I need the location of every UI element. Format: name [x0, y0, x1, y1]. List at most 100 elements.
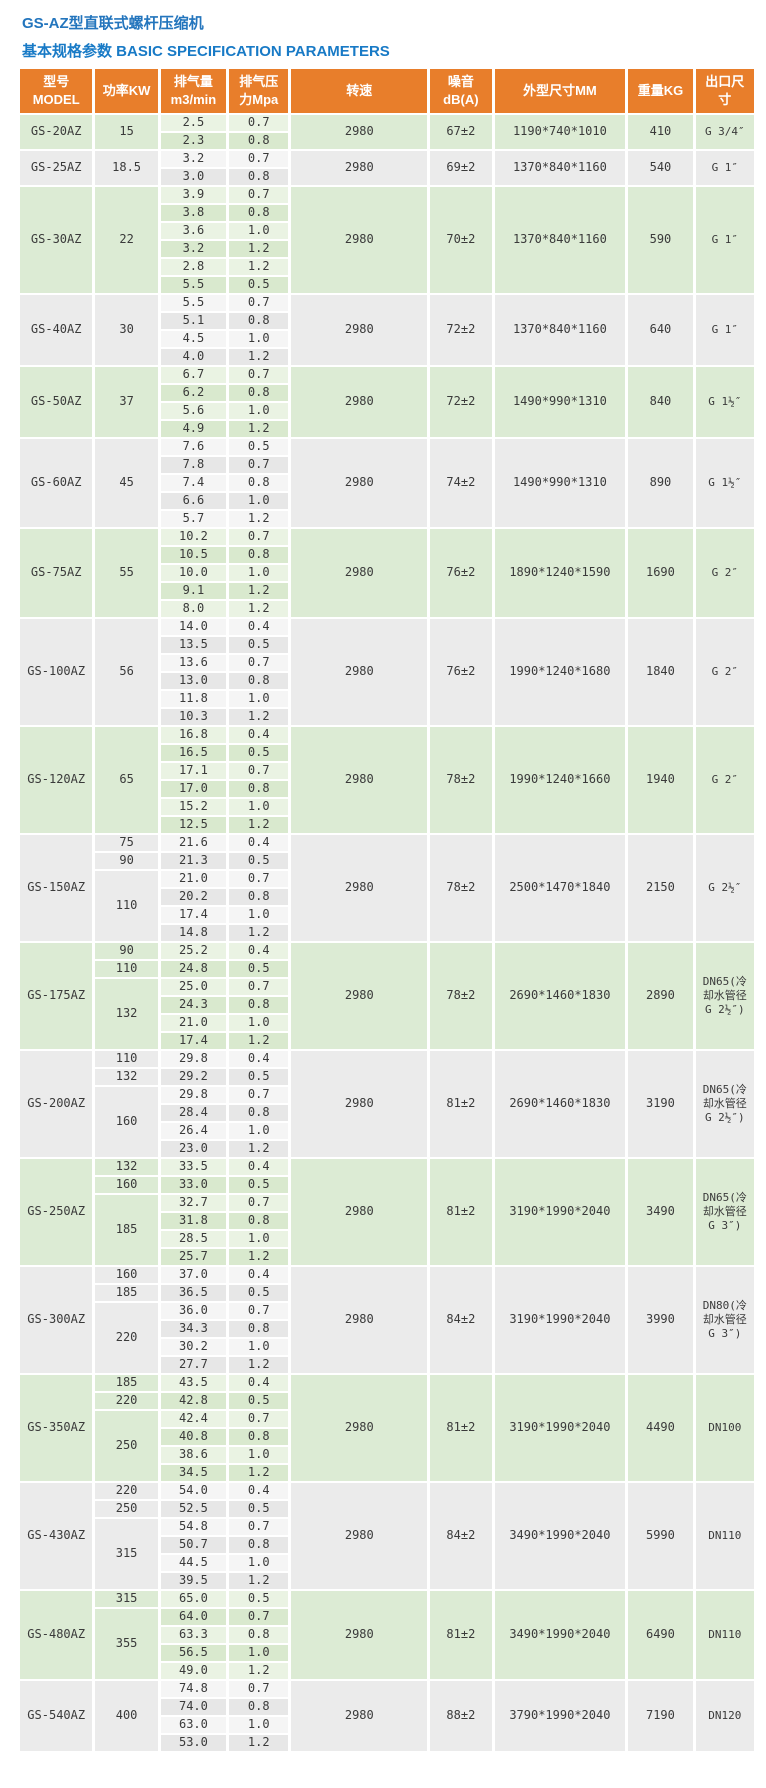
table-row: 5.7 1.2 [20, 511, 754, 527]
flow-cell: 3.6 [160, 223, 227, 239]
weight-cell: 7190 [628, 1681, 693, 1751]
pressure-cell: 0.8 [229, 781, 289, 797]
flow-cell: 4.9 [160, 421, 227, 437]
power-cell: 22 [95, 187, 158, 293]
table-row: GS-75AZ 55 10.2 0.7 2980 76±2 1890*1240*1590 16… [20, 529, 754, 617]
noise-cell: 78±2 [430, 835, 492, 941]
flow-cell: 6.7 [160, 367, 227, 383]
table-row: 13.5 0.5 [20, 637, 754, 653]
table-row: 27.7 1.2 [20, 1357, 754, 1373]
pressure-cell: 0.8 [229, 1537, 289, 1553]
table-row: 8.0 1.2 [20, 601, 754, 617]
noise-cell: 78±2 [430, 727, 492, 833]
flow-cell: 3.2 [160, 151, 227, 167]
flow-cell: 5.1 [160, 313, 227, 329]
pressure-cell: 0.7 [229, 1303, 289, 1319]
dimensions-cell: 3190*1990*2040 [494, 1375, 626, 1481]
power-cell: 160 [95, 1087, 158, 1157]
power-cell: 185 [95, 1375, 158, 1391]
pressure-cell: 1.0 [229, 1447, 289, 1463]
pressure-cell: 0.7 [229, 367, 289, 383]
flow-cell: 6.2 [160, 385, 227, 401]
table-row: GS-60AZ 45 7.6 0.5 2980 74±2 1490*990*1310 890 G… [20, 439, 754, 527]
weight-cell: 1690 [628, 529, 693, 617]
dimensions-cell: 3490*1990*2040 [494, 1591, 626, 1679]
table-row: 250 52.5 0.5 [20, 1501, 754, 1517]
dimensions-cell: 1490*990*1310 [494, 367, 626, 437]
pressure-cell: 1.2 [229, 709, 289, 725]
speed-cell: 2980 [291, 1159, 428, 1265]
pressure-cell: 0.8 [229, 205, 289, 221]
outlet-cell: DN110 [695, 1483, 754, 1589]
noise-cell: 78±2 [430, 943, 492, 1049]
dimensions-cell: 1370*840*1160 [494, 187, 626, 293]
table-row: 11.8 1.0 [20, 691, 754, 707]
pressure-cell: 1.0 [229, 403, 289, 419]
outlet-cell: DN120 [695, 1681, 754, 1751]
pressure-cell: 1.0 [229, 907, 289, 923]
pressure-cell: 0.8 [229, 673, 289, 689]
flow-cell: 21.0 [160, 1015, 227, 1031]
flow-cell: 40.8 [160, 1429, 227, 1445]
table-row: GS-120AZ 65 16.8 0.4 2980 78±2 1990*1240*1660 1… [20, 727, 754, 833]
speed-cell: 2980 [291, 367, 428, 437]
model-cell: GS-25AZ [20, 151, 93, 185]
pressure-cell: 0.8 [229, 133, 289, 149]
pressure-cell: 1.2 [229, 1033, 289, 1049]
table-row: 4.9 1.2 [20, 421, 754, 437]
table-row: GS-350AZ 185 43.5 0.4 2980 81±2 3190*1990*2040… [20, 1375, 754, 1481]
speed-cell: 2980 [291, 439, 428, 527]
pressure-cell: 0.7 [229, 529, 289, 545]
table-row: GS-150AZ 75 21.6 0.4 2980 78±2 2500*1470*1840 2… [20, 835, 754, 941]
outlet-cell: G 2″ [695, 529, 754, 617]
speed-cell: 2980 [291, 1267, 428, 1373]
pressure-cell: 0.5 [229, 961, 289, 977]
flow-cell: 25.0 [160, 979, 227, 995]
weight-cell: 540 [628, 151, 693, 185]
weight-cell: 640 [628, 295, 693, 365]
power-cell: 185 [95, 1285, 158, 1301]
flow-cell: 4.5 [160, 331, 227, 347]
flow-cell: 5.6 [160, 403, 227, 419]
table-row: 3.8 0.8 [20, 205, 754, 221]
table-row: 2.3 0.8 [20, 133, 754, 149]
flow-cell: 20.2 [160, 889, 227, 905]
model-cell: GS-120AZ [20, 727, 93, 833]
flow-cell: 33.5 [160, 1159, 227, 1175]
pressure-cell: 0.5 [229, 1285, 289, 1301]
table-row: 220 42.8 0.5 [20, 1393, 754, 1409]
pressure-cell: 0.7 [229, 871, 289, 887]
power-cell: 30 [95, 295, 158, 365]
table-row: 355 64.0 0.7 [20, 1609, 754, 1679]
table-row: 250 42.4 0.7 [20, 1411, 754, 1481]
pressure-cell: 1.0 [229, 565, 289, 581]
table-row: GS-430AZ 220 54.0 0.4 2980 84±2 3490*1990*2040… [20, 1483, 754, 1589]
pressure-cell: 1.2 [229, 583, 289, 599]
pressure-cell: 0.4 [229, 727, 289, 743]
weight-cell: 1840 [628, 619, 693, 725]
pressure-cell: 1.2 [229, 1735, 289, 1751]
power-cell: 65 [95, 727, 158, 833]
flow-cell: 15.2 [160, 799, 227, 815]
power-cell: 315 [95, 1519, 158, 1589]
flow-cell: 2.5 [160, 115, 227, 131]
flow-cell: 28.5 [160, 1231, 227, 1247]
pressure-cell: 1.0 [229, 1231, 289, 1247]
flow-cell: 7.8 [160, 457, 227, 473]
flow-cell: 33.0 [160, 1177, 227, 1193]
table-row: 44.5 1.0 [20, 1555, 754, 1571]
speed-cell: 2980 [291, 835, 428, 941]
flow-cell: 44.5 [160, 1555, 227, 1571]
pressure-cell: 0.4 [229, 1267, 289, 1283]
model-cell: GS-20AZ [20, 115, 93, 149]
dimensions-cell: 1370*840*1160 [494, 295, 626, 365]
table-row: 17.4 1.0 [20, 907, 754, 923]
flow-cell: 23.0 [160, 1141, 227, 1157]
flow-cell: 28.4 [160, 1105, 227, 1121]
noise-cell: 76±2 [430, 529, 492, 617]
flow-cell: 37.0 [160, 1267, 227, 1283]
header-weight: 重量KG [628, 69, 693, 113]
speed-cell: 2980 [291, 943, 428, 1049]
table-row: 4.5 1.0 [20, 331, 754, 347]
pressure-cell: 0.8 [229, 997, 289, 1013]
